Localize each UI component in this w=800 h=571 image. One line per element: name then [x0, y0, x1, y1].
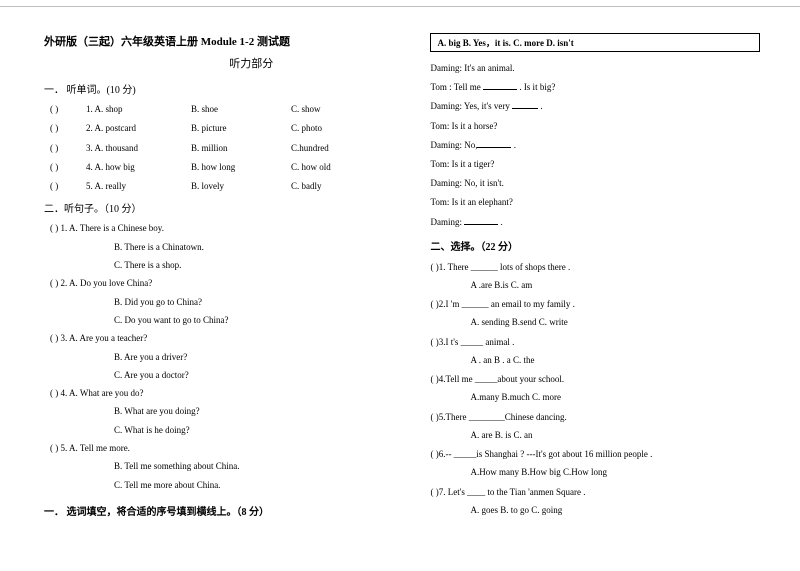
opt-a: 5. A. really: [86, 179, 191, 194]
text: Tom : Tell me: [430, 82, 483, 92]
right-column: A. big B. Yes，it is. C. more D. isn't Da…: [430, 33, 760, 524]
sent-q2-c: C. Do you want to go to China?: [114, 313, 398, 328]
opt-c: C. photo: [291, 121, 391, 136]
sent-q3-c: C. Are you a doctor?: [114, 368, 398, 383]
sent-q2-b: B. Did you go to China?: [114, 295, 398, 310]
choice-q1: ( )1. There ______ lots of shops there .: [430, 259, 760, 275]
word-q1: ( ) 1. A. shop B. shoe C. show: [50, 102, 398, 117]
opt-a: 4. A. how big: [86, 160, 191, 175]
dialog-line: Tom: Is it an elephant?: [430, 194, 760, 210]
opt-b: B. shoe: [191, 102, 291, 117]
sent-q4-b: B. What are you doing?: [114, 404, 398, 419]
dialog-line: Daming: It's an animal.: [430, 60, 760, 76]
section-2-heading: 二．听句子。（10 分）: [44, 200, 398, 215]
choice-q1-opts: A .are B.is C. am: [470, 278, 760, 293]
sent-q4-c: C. What is he doing?: [114, 423, 398, 438]
choice-q3-opts: A . an B . a C. the: [470, 353, 760, 368]
opt-b: B. lovely: [191, 179, 291, 194]
choice-q2-opts: A. sending B.send C. write: [470, 315, 760, 330]
choice-q7-opts: A. goes B. to go C. going: [470, 503, 760, 518]
blank: [512, 100, 538, 109]
opt-b: B. picture: [191, 121, 291, 136]
word-q3: ( ) 3. A. thousand B. million C.hundred: [50, 141, 398, 156]
dialog-line: Tom: Is it a tiger?: [430, 156, 760, 172]
paren: ( ): [50, 121, 86, 136]
dialog-line: Daming: No, .: [430, 137, 760, 153]
choice-q2: ( )2.I 'm ______ an email to my family .: [430, 296, 760, 312]
opt-a: 2. A. postcard: [86, 121, 191, 136]
choice-q6: ( )6.-- _____is Shanghai ? ---It's got a…: [430, 446, 760, 462]
opt-a: 1. A. shop: [86, 102, 191, 117]
choice-q3: ( )3.I t's _____ animal .: [430, 334, 760, 350]
text: . Is it big?: [517, 82, 555, 92]
text: .: [498, 217, 503, 227]
dialog-line: Tom : Tell me . Is it big?: [430, 79, 760, 95]
two-column-layout: 外研版（三起）六年级英语上册 Module 1-2 测试题 听力部分 一． 听单…: [44, 33, 760, 524]
sent-q3-a: ( ) 3. A. Are you a teacher?: [50, 331, 398, 346]
sent-q5-a: ( ) 5. A. Tell me more.: [50, 441, 398, 456]
opt-c: C. show: [291, 102, 391, 117]
opt-b: B. how long: [191, 160, 291, 175]
sent-q5-c: C. Tell me more about China.: [114, 478, 398, 493]
text: Daming: No,: [430, 140, 477, 150]
page: 外研版（三起）六年级英语上册 Module 1-2 测试题 听力部分 一． 听单…: [0, 6, 800, 524]
choice-heading: 二、选择。（22 分）: [430, 238, 760, 253]
paren: ( ): [50, 102, 86, 117]
choice-q7: ( )7. Let's ____ to the Tian 'anmen Squa…: [430, 484, 760, 500]
opt-c: C. badly: [291, 179, 391, 194]
word-q5: ( ) 5. A. really B. lovely C. badly: [50, 179, 398, 194]
choice-q5-opts: A. are B. is C. an: [470, 428, 760, 443]
word-q2: ( ) 2. A. postcard B. picture C. photo: [50, 121, 398, 136]
left-column: 外研版（三起）六年级英语上册 Module 1-2 测试题 听力部分 一． 听单…: [44, 33, 398, 524]
blank: [477, 139, 511, 148]
sent-q1-a: ( ) 1. A. There is a Chinese boy.: [50, 221, 398, 236]
text: .: [511, 140, 516, 150]
choice-q4: ( )4.Tell me _____about your school.: [430, 371, 760, 387]
sent-q3-b: B. Are you a driver?: [114, 350, 398, 365]
dialog-line: Tom: Is it a horse?: [430, 118, 760, 134]
blank: [464, 216, 498, 225]
opt-a: 3. A. thousand: [86, 141, 191, 156]
paren: ( ): [50, 141, 86, 156]
text: .: [538, 101, 543, 111]
word-q4: ( ) 4. A. how big B. how long C. how old: [50, 160, 398, 175]
sent-q1-c: C. There is a shop.: [114, 258, 398, 273]
sent-q2-a: ( ) 2. A. Do you love China?: [50, 276, 398, 291]
text: Daming: Yes, it's very: [430, 101, 512, 111]
opt-c: C. how old: [291, 160, 391, 175]
text: Daming:: [430, 217, 464, 227]
paren: ( ): [50, 179, 86, 194]
sent-q4-a: ( ) 4. A. What are you do?: [50, 386, 398, 401]
dialog-line: Daming: Yes, it's very .: [430, 98, 760, 114]
sent-q5-b: B. Tell me something about China.: [114, 459, 398, 474]
choice-q4-opts: A.many B.much C. more: [470, 390, 760, 405]
main-title: 外研版（三起）六年级英语上册 Module 1-2 测试题: [44, 33, 398, 49]
subtitle: 听力部分: [104, 55, 398, 71]
choice-q5: ( )5.There ________Chinese dancing.: [430, 409, 760, 425]
dialog-line: Daming: .: [430, 214, 760, 230]
blank: [483, 81, 517, 90]
option-box: A. big B. Yes，it is. C. more D. isn't: [430, 33, 760, 52]
choice-q6-opts: A.How many B.How big C.How long: [470, 465, 760, 480]
section-1-heading: 一． 听单词。(10 分): [44, 81, 398, 96]
dialog-line: Daming: No, it isn't.: [430, 175, 760, 191]
fill-blank-heading: 一． 选词填空，将合适的序号填到横线上。（8 分）: [44, 503, 398, 518]
opt-c: C.hundred: [291, 141, 391, 156]
opt-b: B. million: [191, 141, 291, 156]
paren: ( ): [50, 160, 86, 175]
sent-q1-b: B. There is a Chinatown.: [114, 240, 398, 255]
